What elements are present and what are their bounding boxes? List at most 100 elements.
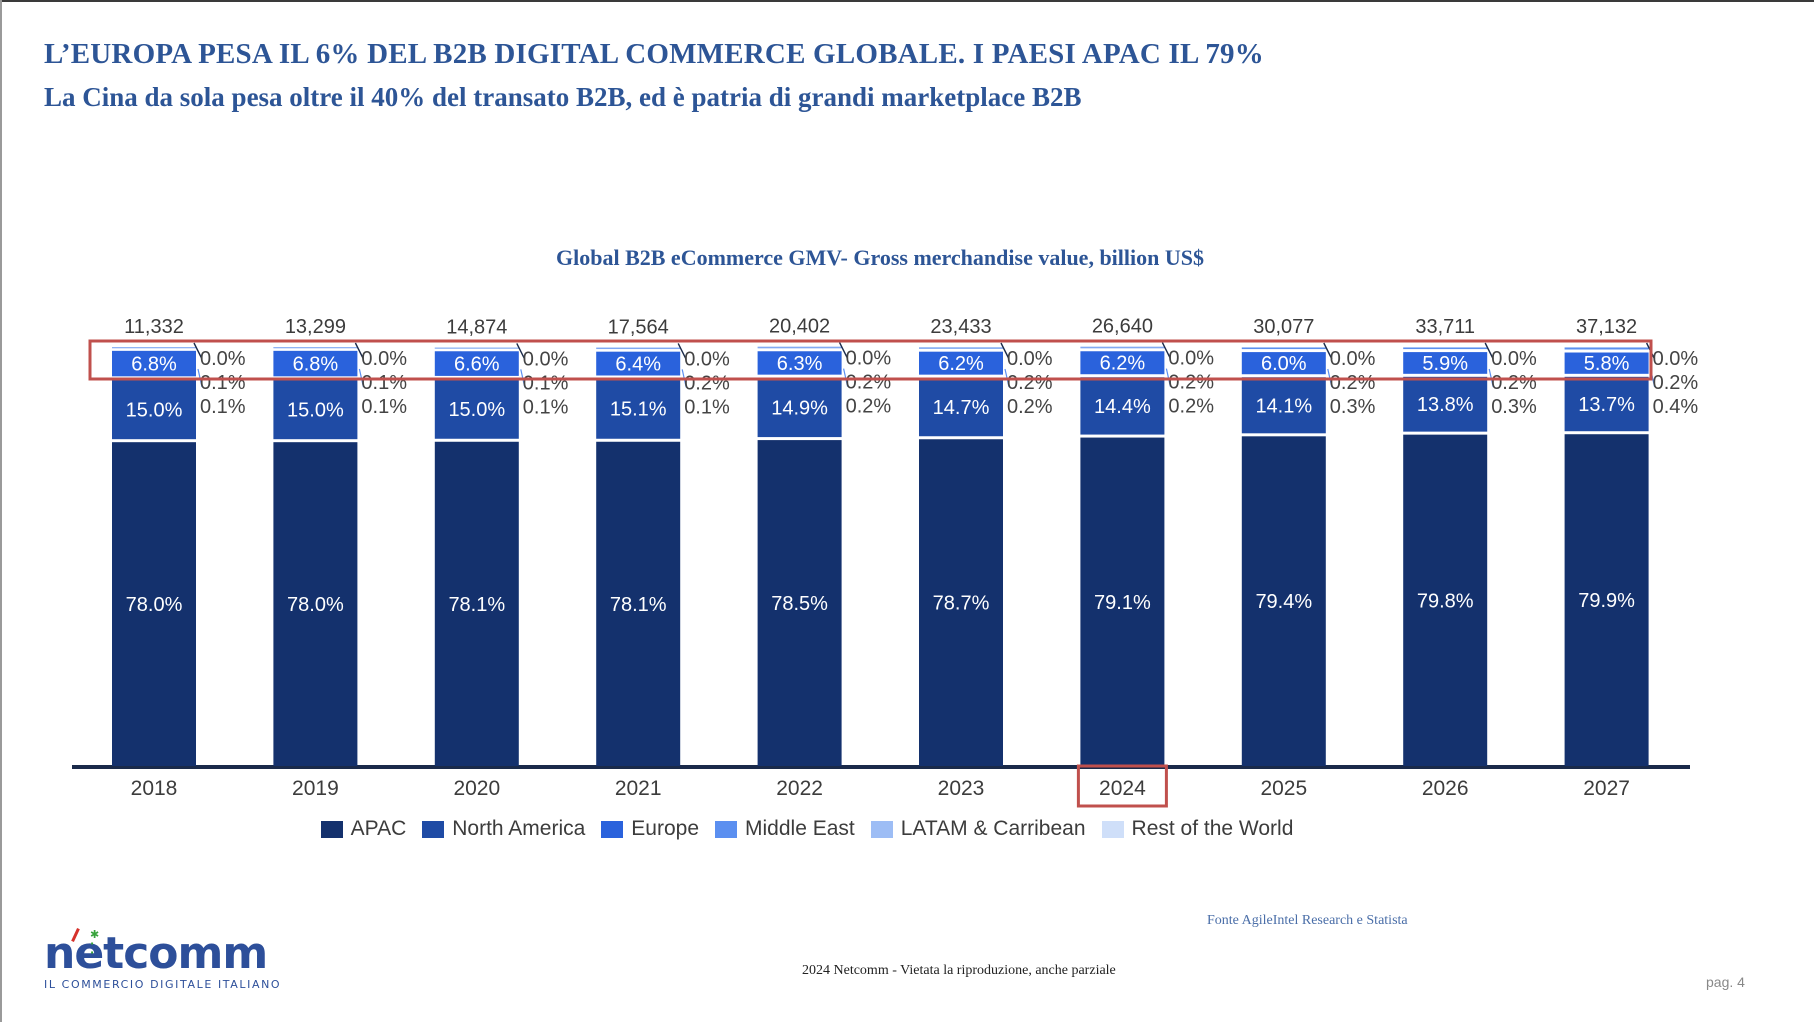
year-tick-label: 2027 — [1583, 777, 1630, 800]
segment-label: 79.9% — [1578, 590, 1635, 612]
segment-label: 6.3% — [777, 353, 823, 375]
bar-segment-latam-carribean — [596, 347, 681, 349]
total-label: 13,299 — [285, 316, 346, 338]
legend-item: Middle East — [715, 817, 855, 841]
segment-label: 6.2% — [1100, 353, 1146, 375]
logo-tagline: IL COMMERCIO DIGITALE ITALIANO — [44, 978, 282, 991]
rest-of-world-label: 0.0% — [361, 348, 407, 370]
legend-swatch — [422, 820, 445, 838]
segment-label: 5.8% — [1584, 353, 1630, 375]
bar-segment-middle-east — [112, 347, 196, 349]
bar-segment-north-america — [919, 377, 1003, 437]
total-label: 11,332 — [124, 316, 184, 338]
middle-east-label: 0.1% — [200, 396, 246, 418]
middle-east-label: 0.1% — [361, 396, 407, 418]
bar-segment-north-america — [596, 378, 681, 439]
leader-line — [1484, 342, 1494, 360]
bar-segment-europe — [1080, 351, 1165, 375]
bar-segment-latam-carribean — [757, 346, 842, 348]
segment-label: 78.5% — [771, 593, 828, 615]
leader-line — [1161, 342, 1172, 359]
segment-label: 6.8% — [131, 354, 177, 376]
bar-segment-north-america — [112, 379, 196, 440]
segment-label: 78.0% — [126, 594, 183, 616]
bar-segment-latam-carribean — [112, 347, 196, 348]
segment-label: 78.7% — [933, 593, 990, 615]
copyright-note: 2024 Netcomm - Vietata la riproduzione, … — [802, 963, 1116, 978]
legend-label: Rest of the World — [1131, 817, 1294, 840]
bar-segment-europe — [273, 350, 358, 377]
rest-of-world-label: 0.0% — [1168, 348, 1214, 370]
bar-segment-apac — [919, 439, 1003, 766]
total-label: 30,077 — [1253, 316, 1314, 338]
latam-label: 0.2% — [1491, 372, 1537, 394]
year-tick-label: 2021 — [615, 777, 662, 800]
bar-segment-apac — [1241, 436, 1326, 766]
segment-label: 13.7% — [1578, 394, 1635, 416]
legend-label: North America — [452, 817, 586, 840]
total-label: 20,402 — [769, 316, 830, 338]
segment-label: 14.4% — [1094, 396, 1151, 418]
segment-label: 14.7% — [933, 397, 990, 419]
page-number: pag. 4 — [1706, 974, 1745, 990]
total-label: 33,711 — [1415, 316, 1475, 338]
rest-of-world-label: 0.0% — [1007, 348, 1053, 370]
segment-label: 79.4% — [1255, 591, 1312, 613]
leader-line — [1323, 342, 1333, 360]
middle-east-label: 0.1% — [523, 396, 569, 418]
bar-segment-europe — [757, 351, 842, 375]
latam-label: 0.1% — [523, 372, 569, 394]
segment-label: 6.4% — [615, 354, 661, 376]
bar-segment-europe — [1564, 352, 1649, 374]
rest-of-world-label: 0.0% — [1653, 348, 1699, 370]
bar-segment-latam-carribean — [1564, 347, 1649, 348]
slide-title: L’EUROPA PESA IL 6% DEL B2B DIGITAL COMM… — [44, 38, 1264, 70]
legend-item: North America — [422, 817, 585, 841]
year-tick-label: 2019 — [292, 777, 339, 800]
bar-segment-latam-carribean — [919, 347, 1003, 348]
rest-of-world-label: 0.0% — [1330, 348, 1376, 370]
segment-label: 78.0% — [287, 594, 344, 616]
legend-item: Rest of the World — [1101, 817, 1294, 841]
bar-segment-middle-east — [1080, 347, 1165, 349]
bar-segment-europe — [919, 351, 1003, 375]
legend-swatch — [1101, 820, 1124, 838]
legend-swatch — [870, 820, 893, 838]
total-label: 37,132 — [1576, 316, 1637, 338]
legend-item: Europe — [601, 817, 699, 841]
bar-segment-apac — [273, 442, 358, 766]
bar-segment-apac — [1564, 434, 1649, 766]
legend-item: APAC — [320, 817, 406, 841]
bar-segment-middle-east — [596, 348, 681, 350]
segment-label: 13.8% — [1417, 394, 1474, 416]
bar-segment-north-america — [1403, 376, 1488, 432]
segment-label: 15.0% — [448, 399, 505, 421]
legend-swatch — [601, 820, 624, 838]
bar-segment-europe — [1241, 352, 1326, 375]
segment-label: 79.8% — [1417, 590, 1474, 612]
bar-segment-middle-east — [1241, 347, 1326, 350]
bar-segment-apac — [596, 441, 681, 766]
total-label: 26,640 — [1092, 316, 1153, 338]
bar-segment-europe — [596, 351, 681, 376]
legend-item: LATAM & Carribean — [870, 817, 1086, 841]
middle-east-label: 0.2% — [1007, 396, 1053, 418]
chart-legend: APAC North America Europe Middle East LATAM … — [0, 817, 1614, 841]
bar-segment-apac — [757, 440, 842, 766]
segment-label: 14.1% — [1255, 395, 1312, 417]
segment-label: 78.1% — [610, 594, 667, 616]
year-tick-label: 2018 — [131, 777, 178, 800]
latam-label: 0.2% — [1653, 372, 1699, 394]
segment-label: 6.2% — [938, 353, 984, 375]
bar-segment-europe — [112, 350, 196, 377]
legend-swatch — [320, 820, 343, 838]
year-tick-label: 2023 — [938, 777, 985, 800]
latam-label: 0.2% — [684, 372, 730, 394]
bar-segment-europe — [434, 351, 519, 376]
bar-segment-north-america — [1241, 377, 1326, 434]
middle-east-label: 0.3% — [1330, 396, 1376, 418]
bar-segment-apac — [434, 441, 519, 766]
middle-east-label: 0.2% — [1168, 396, 1214, 418]
leader-line — [677, 343, 687, 360]
segment-label: 78.1% — [448, 594, 505, 616]
